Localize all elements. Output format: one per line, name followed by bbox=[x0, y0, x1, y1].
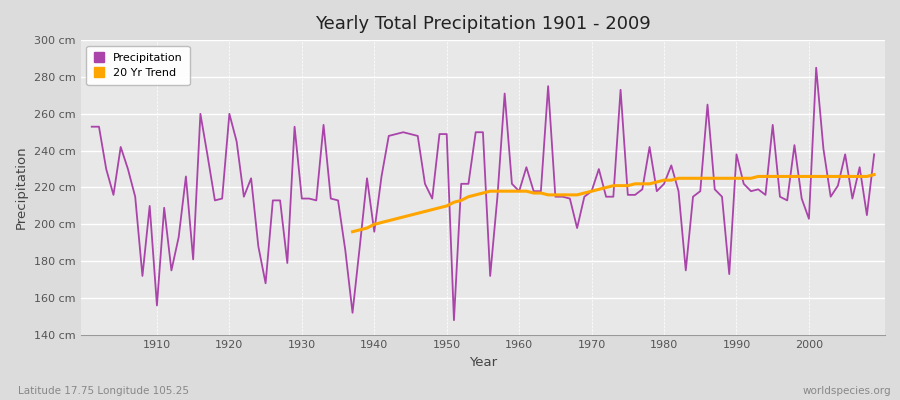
Title: Yearly Total Precipitation 1901 - 2009: Yearly Total Precipitation 1901 - 2009 bbox=[315, 15, 651, 33]
Legend: Precipitation, 20 Yr Trend: Precipitation, 20 Yr Trend bbox=[86, 46, 190, 85]
Text: worldspecies.org: worldspecies.org bbox=[803, 386, 891, 396]
Text: Latitude 17.75 Longitude 105.25: Latitude 17.75 Longitude 105.25 bbox=[18, 386, 189, 396]
X-axis label: Year: Year bbox=[469, 356, 497, 369]
Y-axis label: Precipitation: Precipitation bbox=[15, 146, 28, 229]
